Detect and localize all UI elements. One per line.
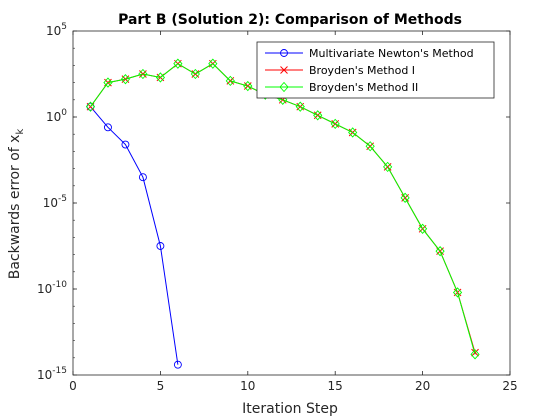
series-0 [86, 102, 182, 369]
data-point [155, 72, 166, 83]
x-tick-label: 5 [157, 379, 165, 393]
axes-box [72, 30, 511, 376]
series-line [90, 106, 179, 365]
legend: Multivariate Newton's Method Broyden's Me… [256, 41, 495, 99]
data-point [383, 161, 393, 173]
legend-label: Multivariate Newton's Method [309, 47, 474, 60]
data-point [190, 68, 200, 80]
x-tick-label: 10 [240, 379, 255, 393]
legend-item: Multivariate Newton's Method [265, 47, 474, 60]
data-point [400, 192, 410, 204]
legend-item: Broyden's Method I [265, 64, 415, 77]
data-point [173, 58, 183, 69]
data-point [156, 242, 165, 250]
x-tick-label: 15 [328, 379, 343, 393]
data-point [280, 66, 288, 74]
data-point [280, 49, 288, 57]
data-point [138, 173, 147, 182]
y-axis-label-main: Backwards error of x [7, 135, 23, 280]
data-point [417, 223, 428, 234]
data-point [470, 349, 480, 360]
data-point [120, 73, 131, 85]
data-point [295, 101, 305, 112]
data-point [225, 75, 235, 87]
x-axis-label: Iteration Step [242, 401, 338, 417]
legend-label: Broyden's Method II [309, 81, 418, 94]
data-point [173, 360, 182, 369]
data-point [435, 245, 445, 257]
x-tick-label: 25 [502, 379, 517, 393]
y-tick-label: 10-15 [37, 366, 67, 382]
data-point [313, 110, 323, 121]
series-2 [85, 58, 480, 360]
y-tick-label: 10-5 [43, 194, 67, 210]
data-point [208, 58, 218, 69]
x-tick-label: 20 [415, 379, 430, 393]
data-point [243, 80, 253, 92]
data-point [85, 101, 96, 112]
y-tick-label: 105 [46, 22, 67, 38]
y-tick-label: 10-10 [37, 280, 67, 296]
data-point [365, 141, 375, 152]
data-point [103, 77, 113, 88]
y-tick-label: 100 [46, 108, 67, 124]
y-axis-label: Backwards error of xk [7, 129, 26, 280]
data-point [279, 81, 289, 93]
tick-labels: 0 5 10 15 20 25 10-15 10-10 10-5 100 105 [37, 22, 518, 393]
data-point [330, 118, 340, 130]
data-point [121, 140, 130, 149]
data-point [138, 68, 148, 80]
data-point [348, 127, 358, 138]
legend-label: Broyden's Method I [309, 64, 415, 77]
chart-title: Part B (Solution 2): Comparison of Metho… [118, 12, 462, 28]
data-point [452, 287, 463, 298]
series-line [90, 63, 476, 355]
series-layer [85, 58, 480, 369]
x-tick-label: 0 [69, 379, 77, 393]
y-axis-label-subscript: k [15, 129, 26, 135]
legend-item: Broyden's Method II [265, 81, 418, 94]
data-point [104, 123, 112, 132]
